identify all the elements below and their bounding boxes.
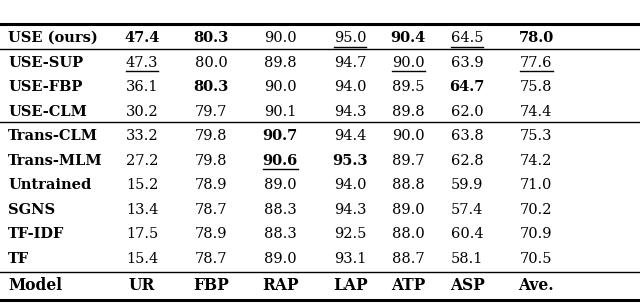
- Text: 75.3: 75.3: [520, 129, 552, 143]
- Text: 80.0: 80.0: [195, 56, 228, 70]
- Text: 90.0: 90.0: [264, 80, 296, 94]
- Text: 78.0: 78.0: [518, 31, 554, 45]
- Text: Ave.: Ave.: [518, 278, 554, 295]
- Text: Untrained: Untrained: [8, 178, 92, 192]
- Text: 74.2: 74.2: [520, 154, 552, 168]
- Text: RAP: RAP: [262, 278, 299, 295]
- Text: 89.0: 89.0: [264, 251, 296, 265]
- Text: 78.9: 78.9: [195, 227, 227, 241]
- Text: 47.4: 47.4: [124, 31, 160, 45]
- Text: Model: Model: [8, 278, 63, 295]
- Text: 47.3: 47.3: [126, 56, 158, 70]
- Text: 70.9: 70.9: [520, 227, 552, 241]
- Text: TF: TF: [8, 251, 29, 265]
- Text: LAP: LAP: [333, 278, 367, 295]
- Text: 70.2: 70.2: [520, 202, 552, 216]
- Text: 90.1: 90.1: [264, 105, 296, 119]
- Text: 59.9: 59.9: [451, 178, 483, 192]
- Text: 64.5: 64.5: [451, 31, 483, 45]
- Text: 89.8: 89.8: [392, 105, 424, 119]
- Text: 90.0: 90.0: [392, 56, 424, 70]
- Text: 63.8: 63.8: [451, 129, 484, 143]
- Text: 88.0: 88.0: [392, 227, 425, 241]
- Text: 15.4: 15.4: [126, 251, 158, 265]
- Text: FBP: FBP: [193, 278, 229, 295]
- Text: 95.0: 95.0: [334, 31, 366, 45]
- Text: UR: UR: [129, 278, 156, 295]
- Text: 71.0: 71.0: [520, 178, 552, 192]
- Text: 62.0: 62.0: [451, 105, 483, 119]
- Text: 89.0: 89.0: [264, 178, 296, 192]
- Text: 36.1: 36.1: [126, 80, 158, 94]
- Text: 13.4: 13.4: [126, 202, 158, 216]
- Text: 80.3: 80.3: [193, 31, 229, 45]
- Text: 90.7: 90.7: [262, 129, 298, 143]
- Text: 94.0: 94.0: [334, 178, 366, 192]
- Text: 89.0: 89.0: [392, 202, 424, 216]
- Text: 88.8: 88.8: [392, 178, 425, 192]
- Text: 90.6: 90.6: [262, 154, 298, 168]
- Text: 33.2: 33.2: [126, 129, 158, 143]
- Text: TF-IDF: TF-IDF: [8, 227, 65, 241]
- Text: 78.9: 78.9: [195, 178, 227, 192]
- Text: 78.7: 78.7: [195, 251, 227, 265]
- Text: 79.8: 79.8: [195, 129, 227, 143]
- Text: 92.5: 92.5: [334, 227, 366, 241]
- Text: 30.2: 30.2: [126, 105, 158, 119]
- Text: 80.3: 80.3: [193, 80, 229, 94]
- Text: Trans-MLM: Trans-MLM: [8, 154, 103, 168]
- Text: USE (ours): USE (ours): [8, 31, 98, 45]
- Text: 57.4: 57.4: [451, 202, 483, 216]
- Text: Trans-CLM: Trans-CLM: [8, 129, 99, 143]
- Text: 88.3: 88.3: [264, 202, 297, 216]
- Text: ATP: ATP: [391, 278, 426, 295]
- Text: 78.7: 78.7: [195, 202, 227, 216]
- Text: 89.7: 89.7: [392, 154, 424, 168]
- Text: 64.7: 64.7: [449, 80, 485, 94]
- Text: 94.0: 94.0: [334, 80, 366, 94]
- Text: 93.1: 93.1: [334, 251, 366, 265]
- Text: 27.2: 27.2: [126, 154, 158, 168]
- Text: 62.8: 62.8: [451, 154, 483, 168]
- Text: 79.8: 79.8: [195, 154, 227, 168]
- Text: 75.8: 75.8: [520, 80, 552, 94]
- Text: 89.8: 89.8: [264, 56, 296, 70]
- Text: 17.5: 17.5: [126, 227, 158, 241]
- Text: SGNS: SGNS: [8, 202, 56, 216]
- Text: 90.0: 90.0: [264, 31, 296, 45]
- Text: 74.4: 74.4: [520, 105, 552, 119]
- Text: USE-SUP: USE-SUP: [8, 56, 83, 70]
- Text: 95.3: 95.3: [332, 154, 368, 168]
- Text: 94.7: 94.7: [334, 56, 366, 70]
- Text: 88.7: 88.7: [392, 251, 424, 265]
- Text: 90.4: 90.4: [390, 31, 426, 45]
- Text: 90.0: 90.0: [392, 129, 424, 143]
- Text: 15.2: 15.2: [126, 178, 158, 192]
- Text: 79.7: 79.7: [195, 105, 227, 119]
- Text: 58.1: 58.1: [451, 251, 483, 265]
- Text: 94.3: 94.3: [334, 202, 366, 216]
- Text: 77.6: 77.6: [520, 56, 552, 70]
- Text: 94.3: 94.3: [334, 105, 366, 119]
- Text: 94.4: 94.4: [334, 129, 366, 143]
- Text: 88.3: 88.3: [264, 227, 297, 241]
- Text: 60.4: 60.4: [451, 227, 483, 241]
- Text: 70.5: 70.5: [520, 251, 552, 265]
- Text: 63.9: 63.9: [451, 56, 483, 70]
- Text: USE-FBP: USE-FBP: [8, 80, 83, 94]
- Text: 89.5: 89.5: [392, 80, 424, 94]
- Text: USE-CLM: USE-CLM: [8, 105, 87, 119]
- Text: ASP: ASP: [450, 278, 484, 295]
